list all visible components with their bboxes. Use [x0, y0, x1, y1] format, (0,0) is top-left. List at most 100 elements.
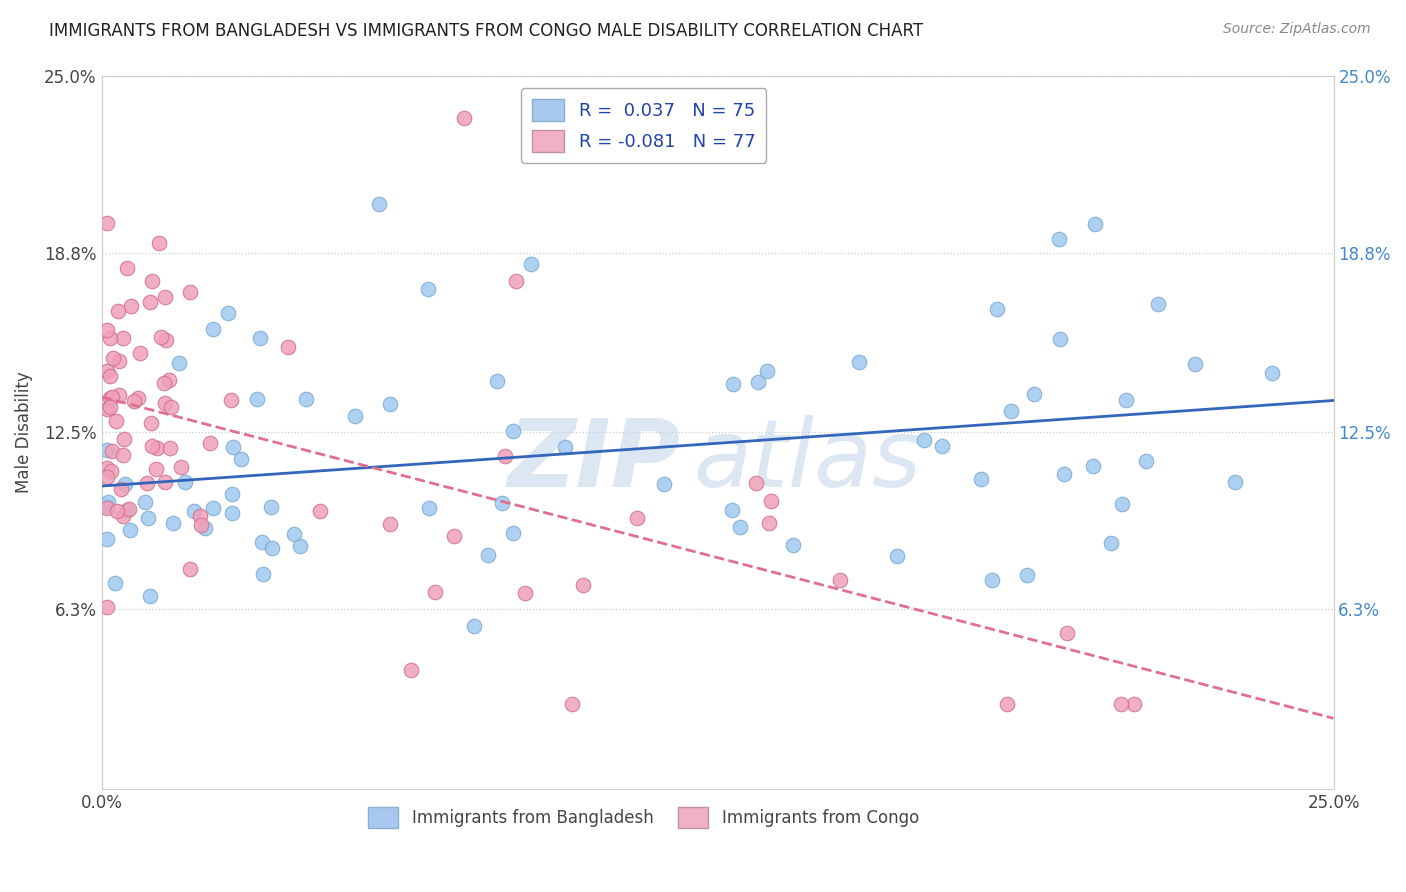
Point — [502, 525, 524, 540]
Point — [107, 304, 129, 318]
Point — [453, 112, 475, 126]
Point — [520, 257, 543, 271]
Point — [986, 301, 1008, 316]
Point — [782, 538, 804, 552]
Point — [848, 355, 870, 369]
Point — [252, 566, 274, 581]
Point — [554, 440, 576, 454]
Point — [295, 392, 318, 407]
Point — [721, 503, 744, 517]
Point — [652, 476, 675, 491]
Point — [155, 333, 177, 347]
Point — [561, 697, 583, 711]
Point — [108, 354, 131, 368]
Point — [1015, 568, 1038, 582]
Point — [912, 433, 935, 447]
Point — [96, 470, 118, 484]
Point — [505, 274, 527, 288]
Point — [1000, 404, 1022, 418]
Point — [1056, 626, 1078, 640]
Point — [1223, 475, 1246, 489]
Point — [283, 527, 305, 541]
Point — [120, 299, 142, 313]
Point — [198, 436, 221, 450]
Point — [98, 400, 121, 414]
Point — [153, 376, 176, 391]
Point — [148, 235, 170, 250]
Point — [830, 573, 852, 587]
Point — [721, 377, 744, 392]
Point — [96, 461, 118, 475]
Point — [96, 216, 118, 230]
Point — [112, 331, 135, 345]
Point — [138, 295, 160, 310]
Point — [96, 600, 118, 615]
Point — [101, 444, 124, 458]
Point — [1053, 467, 1076, 481]
Point — [98, 368, 121, 383]
Point — [96, 499, 118, 513]
Point — [105, 504, 128, 518]
Point — [96, 533, 118, 547]
Point — [1135, 453, 1157, 467]
Point — [188, 508, 211, 523]
Point — [1022, 386, 1045, 401]
Point — [758, 516, 780, 530]
Point — [179, 562, 201, 576]
Point — [221, 487, 243, 501]
Point — [118, 523, 141, 537]
Point — [418, 282, 440, 296]
Point — [1109, 697, 1132, 711]
Point — [153, 396, 176, 410]
Point — [101, 390, 124, 404]
Point — [107, 388, 129, 402]
Point — [1123, 697, 1146, 711]
Point — [139, 416, 162, 430]
Point — [217, 306, 239, 320]
Point — [105, 414, 128, 428]
Point — [135, 475, 157, 490]
Point — [759, 493, 782, 508]
Point — [190, 518, 212, 533]
Point — [221, 506, 243, 520]
Text: ZIP: ZIP — [508, 415, 681, 507]
Point — [886, 549, 908, 563]
Point — [249, 331, 271, 345]
Point — [1115, 392, 1137, 407]
Point — [572, 577, 595, 591]
Point — [931, 439, 953, 453]
Point — [115, 260, 138, 275]
Point — [112, 433, 135, 447]
Point — [494, 450, 516, 464]
Point — [167, 356, 190, 370]
Point — [96, 443, 118, 458]
Point — [183, 504, 205, 518]
Point — [115, 503, 138, 517]
Point — [1084, 217, 1107, 231]
Point — [179, 285, 201, 300]
Point — [100, 391, 122, 405]
Point — [112, 449, 135, 463]
Point — [145, 462, 167, 476]
Point — [145, 442, 167, 456]
Point — [157, 373, 180, 387]
Point — [626, 510, 648, 524]
Text: atlas: atlas — [693, 416, 921, 507]
Point — [260, 500, 283, 515]
Point — [399, 663, 422, 677]
Point — [202, 322, 225, 336]
Point — [969, 471, 991, 485]
Y-axis label: Male Disability: Male Disability — [15, 371, 32, 493]
Point — [170, 460, 193, 475]
Point — [443, 529, 465, 543]
Point — [1184, 357, 1206, 371]
Point — [96, 364, 118, 378]
Point — [250, 534, 273, 549]
Point — [222, 440, 245, 454]
Point — [515, 586, 537, 600]
Point — [1049, 332, 1071, 346]
Point — [127, 392, 149, 406]
Point — [277, 340, 299, 354]
Point — [1146, 297, 1168, 311]
Point — [1261, 367, 1284, 381]
